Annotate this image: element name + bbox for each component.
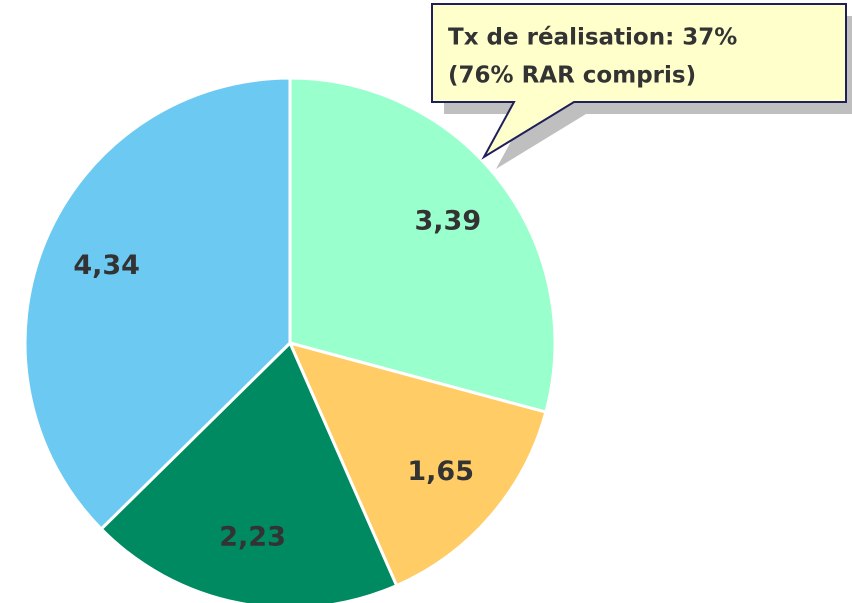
- callout: Tx de réalisation: 37% (76% RAR compris): [431, 3, 852, 169]
- pie-slice: [23, 76, 292, 532]
- callout-box: [431, 3, 847, 160]
- pie-slice: [99, 340, 399, 603]
- value-label: 4,34: [73, 250, 140, 281]
- value-label: 3,39: [414, 206, 481, 237]
- pie-slice: [288, 76, 557, 414]
- pie-slice: [287, 340, 548, 588]
- value-label: 2,23: [219, 522, 286, 553]
- value-label: 1,65: [407, 456, 474, 487]
- callout-line: Tx de réalisation: 37%: [448, 25, 737, 51]
- callout-line: (76% RAR compris): [448, 63, 696, 89]
